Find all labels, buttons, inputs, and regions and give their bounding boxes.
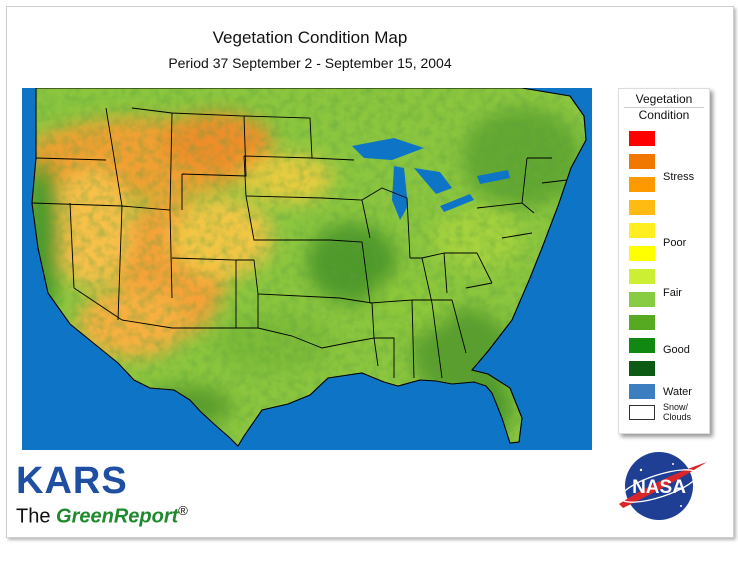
- legend-swatch-5: [629, 223, 655, 238]
- legend-title: Vegetation Condition: [619, 92, 709, 123]
- legend-title-line2: Condition: [638, 108, 690, 122]
- greenreport-the: The: [16, 505, 57, 528]
- legend-swatch-6: [629, 246, 655, 261]
- legend-swatch-2: [629, 154, 655, 169]
- legend-label-good: Good: [663, 344, 690, 356]
- legend-label-snow-line2: Clouds: [663, 412, 692, 422]
- nasa-logo: NASA: [619, 452, 707, 520]
- kars-logo: KARS: [16, 460, 128, 502]
- legend-label-snow: Snow/ Clouds: [663, 402, 691, 422]
- legend-swatch-3: [629, 177, 655, 192]
- legend-swatch-7: [629, 269, 655, 284]
- legend-swatch-9: [629, 315, 655, 330]
- nasa-logo-text: NASA: [632, 477, 686, 498]
- great-lakes: [352, 138, 510, 220]
- legend-swatch-water: [629, 384, 655, 399]
- legend-label-water: Water: [663, 386, 692, 398]
- legend-swatch-snow: [629, 405, 655, 420]
- legend-swatch-4: [629, 200, 655, 215]
- legend-swatch-11: [629, 361, 655, 376]
- vegetation-map: [22, 88, 592, 450]
- state-boundaries: [31, 88, 587, 447]
- map-period: Period 37 September 2 - September 15, 20…: [168, 55, 452, 71]
- legend-swatch-10: [629, 338, 655, 353]
- legend: Vegetation Condition Stress Poor Fair Go…: [618, 88, 710, 434]
- legend-label-stress: Stress: [663, 171, 695, 183]
- greenreport-name: GreenReport: [56, 505, 179, 528]
- map-title: Vegetation Condition Map: [212, 28, 408, 47]
- legend-swatch-8: [629, 292, 655, 307]
- legend-title-line1: Vegetation: [635, 92, 693, 106]
- legend-swatch-1: [629, 131, 655, 146]
- legend-label-fair: Fair: [663, 287, 682, 299]
- registered-mark: ®: [178, 503, 188, 518]
- greenreport-logo: The GreenReport®: [16, 503, 188, 529]
- legend-label-snow-line1: Snow/: [663, 402, 689, 412]
- legend-label-poor: Poor: [663, 237, 687, 249]
